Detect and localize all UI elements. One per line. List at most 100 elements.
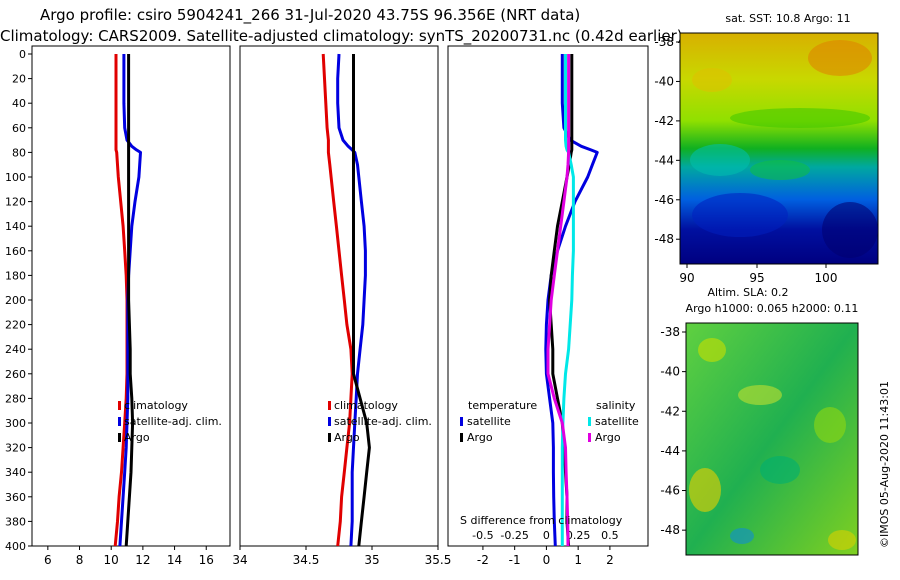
lon-tick-label: 90 bbox=[679, 271, 694, 285]
lat-tick-label: -46 bbox=[660, 484, 680, 498]
legend-label: satellite bbox=[595, 415, 639, 428]
series-line-temperature-argo bbox=[548, 54, 574, 547]
y-tick-label: 60 bbox=[12, 122, 26, 135]
lat-tick-label: -40 bbox=[654, 74, 674, 88]
chart-title-line1: Argo profile: csiro 5904241_266 31-Jul-2… bbox=[40, 6, 581, 24]
x-tick-label: 1 bbox=[574, 553, 582, 567]
lat-tick-label: -42 bbox=[654, 114, 674, 128]
y-tick-label: 400 bbox=[5, 540, 26, 553]
x2-tick-label: 0.5 bbox=[601, 529, 619, 542]
y-tick-label: 360 bbox=[5, 491, 26, 504]
y-tick-label: 280 bbox=[5, 392, 26, 405]
x2-tick-label: 0 bbox=[543, 529, 550, 542]
y-tick-label: 0 bbox=[19, 48, 26, 61]
x-tick-label: 2 bbox=[606, 553, 614, 567]
legend-label: satellite-adj. clim. bbox=[124, 415, 222, 428]
legend-label: satellite-adj. clim. bbox=[334, 415, 432, 428]
series-line-climatology bbox=[113, 54, 129, 547]
x-tick-label: 10 bbox=[104, 553, 119, 567]
legend-title-salinity: salinity bbox=[596, 399, 636, 412]
x-tick-label: 14 bbox=[167, 553, 182, 567]
series-line-climatology bbox=[321, 53, 354, 547]
legend-swatch-satellite bbox=[328, 417, 331, 426]
y-tick-label: 300 bbox=[5, 417, 26, 430]
x-tick-label: 8 bbox=[76, 553, 84, 567]
y-tick-label: 200 bbox=[5, 294, 26, 307]
lat-tick-label: -44 bbox=[660, 444, 680, 458]
legend-swatch-temperature-satellite bbox=[460, 417, 463, 426]
series-line-argo bbox=[352, 54, 371, 547]
lat-tick-label: -48 bbox=[654, 232, 674, 246]
difference-panel bbox=[447, 45, 649, 547]
y-tick-label: 260 bbox=[5, 368, 26, 381]
y-tick-label: 160 bbox=[5, 245, 26, 258]
x-tick-label: 35.5 bbox=[425, 553, 452, 567]
legend-label: Argo bbox=[334, 431, 360, 444]
legend-swatch-argo bbox=[328, 433, 331, 442]
x-tick-label: 0 bbox=[543, 553, 551, 567]
legend-swatch-satellite bbox=[118, 417, 121, 426]
legend-salinity: climatology satellite-adj. clim. Argo bbox=[328, 399, 432, 444]
lon-tick-label: 95 bbox=[749, 271, 764, 285]
y-tick-label: 80 bbox=[12, 146, 26, 159]
y-tick-label: 180 bbox=[5, 269, 26, 282]
x-tick-label: 6 bbox=[44, 553, 52, 567]
x-tick-label: 34 bbox=[232, 553, 247, 567]
y-tick-label: 140 bbox=[5, 220, 26, 233]
series-line-salinity-argo bbox=[546, 54, 571, 547]
series-line-argo bbox=[124, 54, 135, 547]
y-tick-label: 40 bbox=[12, 97, 26, 110]
legend-swatch-salinity-satellite bbox=[588, 417, 591, 426]
x2-tick-label: -0.25 bbox=[500, 529, 528, 542]
imos-timestamp: ©IMOS 05-Aug-2020 11:43:01 bbox=[878, 381, 891, 548]
x-tick-label: 12 bbox=[135, 553, 150, 567]
temperature-panel bbox=[31, 45, 231, 547]
series-line-satellite-adj-clim- bbox=[336, 53, 367, 547]
lat-tick-label: -42 bbox=[660, 404, 680, 418]
legend-difference: temperature salinity satellite Argo sate… bbox=[460, 399, 639, 444]
y-tick-label: 380 bbox=[5, 515, 26, 528]
x2-tick-label: 0.25 bbox=[566, 529, 591, 542]
sla-map-title-1: Altim. SLA: 0.2 bbox=[707, 286, 788, 299]
series-line-satellite-adj-clim- bbox=[118, 54, 142, 547]
y-tick-label: 340 bbox=[5, 466, 26, 479]
legend-swatch-climatology bbox=[118, 401, 121, 410]
y-tick-label: 100 bbox=[5, 171, 26, 184]
legend-swatch-argo bbox=[118, 433, 121, 442]
legend-swatch-climatology bbox=[328, 401, 331, 410]
legend-label: Argo bbox=[467, 431, 493, 444]
y-tick-label: 240 bbox=[5, 343, 26, 356]
x-tick-label: 16 bbox=[199, 553, 214, 567]
legend-label: Argo bbox=[124, 431, 150, 444]
lat-tick-label: -38 bbox=[654, 35, 674, 49]
lat-tick-label: -48 bbox=[660, 523, 680, 537]
salinity-difference-axis-label: S difference from climatology bbox=[460, 514, 623, 527]
y-tick-label: 220 bbox=[5, 319, 26, 332]
legend-temperature: climatology satellite-adj. clim. Argo bbox=[118, 399, 222, 444]
x-tick-label: 34.5 bbox=[293, 553, 320, 567]
legend-title-temperature: temperature bbox=[468, 399, 537, 412]
lat-tick-label: -40 bbox=[660, 365, 680, 379]
legend-label: climatology bbox=[124, 399, 188, 412]
y-tick-label: 320 bbox=[5, 442, 26, 455]
lat-tick-label: -46 bbox=[654, 193, 674, 207]
lat-tick-label: -38 bbox=[660, 325, 680, 339]
x-tick-label: 35 bbox=[364, 553, 379, 567]
legend-label: satellite bbox=[467, 415, 511, 428]
x-tick-label: -1 bbox=[509, 553, 521, 567]
legend-swatch-temperature-argo bbox=[460, 433, 463, 442]
sla-map-title-2: Argo h1000: 0.065 h2000: 0.11 bbox=[686, 302, 859, 315]
legend-label: Argo bbox=[595, 431, 621, 444]
series-line-salinity-satellite bbox=[560, 54, 575, 546]
x-tick-label: -2 bbox=[477, 553, 489, 567]
sst-map-texture bbox=[690, 40, 878, 258]
lat-tick-label: -44 bbox=[654, 153, 674, 167]
legend-label: climatology bbox=[334, 399, 398, 412]
lon-tick-label: 100 bbox=[815, 271, 838, 285]
sla-map-texture bbox=[689, 338, 856, 550]
y-tick-label: 20 bbox=[12, 73, 26, 86]
y-tick-label: 120 bbox=[5, 196, 26, 209]
legend-swatch-salinity-argo bbox=[588, 433, 591, 442]
sst-map-title: sat. SST: 10.8 Argo: 11 bbox=[725, 12, 850, 25]
